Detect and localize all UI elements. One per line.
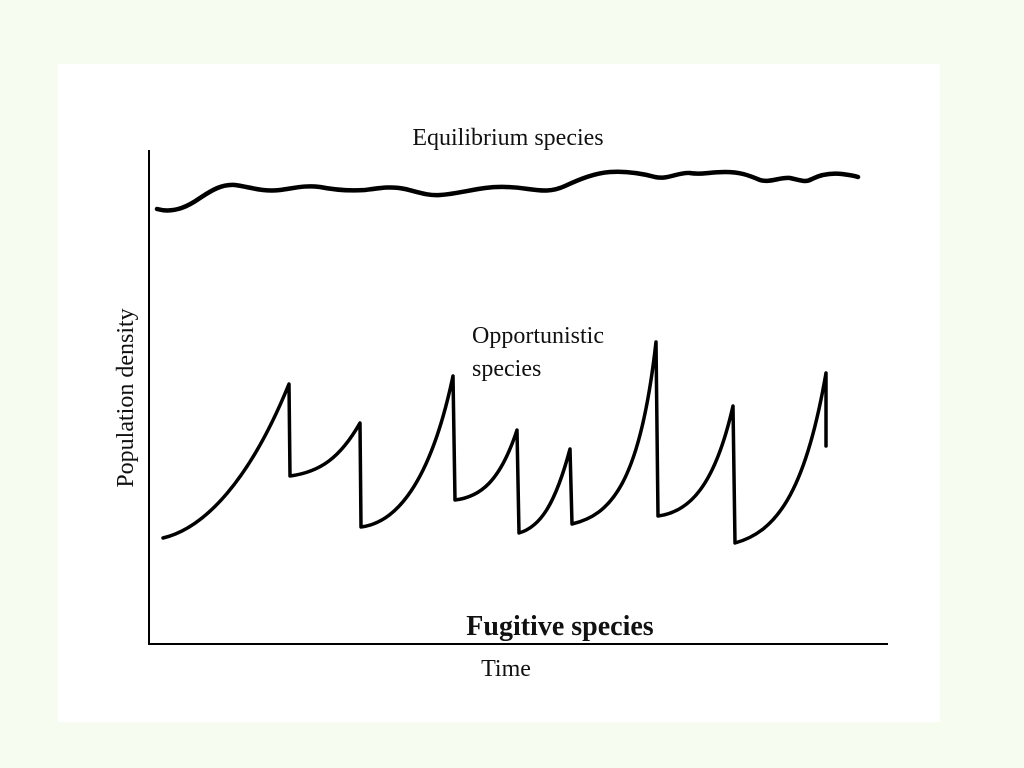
- equilibrium-curve: [154, 169, 861, 213]
- equilibrium-label: Equilibrium species: [412, 125, 603, 151]
- x-axis-label: Time: [481, 656, 531, 682]
- figure-panel: [58, 64, 940, 722]
- opportunistic-label-line2: species: [472, 356, 541, 382]
- y-axis-label: Population density: [113, 308, 139, 487]
- opportunistic-curve: [161, 340, 828, 545]
- opportunistic-label-line1: Opportunistic: [472, 323, 604, 349]
- caption-fugitive-species: Fugitive species: [466, 611, 654, 642]
